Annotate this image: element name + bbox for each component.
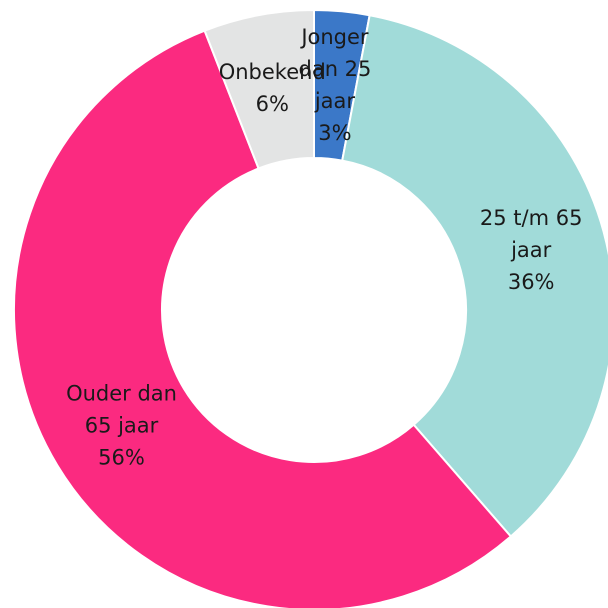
donut-slice: [203, 8, 315, 170]
slice-label: Onbekend: [219, 60, 326, 84]
slice-label-line: Ouder dan: [66, 382, 177, 406]
donut-slice: [13, 29, 513, 608]
slice-label-line: jaar: [510, 238, 552, 262]
donut-slice: [341, 14, 608, 538]
slice-label-line: 25 t/m 65: [480, 206, 583, 230]
slice-label-line: 65 jaar: [85, 414, 159, 438]
slice-value-label: 6%: [256, 92, 289, 116]
slice-label-line: dan 25: [299, 57, 372, 81]
slice-label-line: Onbekend: [219, 60, 326, 84]
slice-label: Ouder dan 65 jaar: [66, 382, 177, 438]
slice-value-label: 3%: [318, 121, 351, 145]
slice-value-label: 36%: [508, 270, 555, 294]
slice-label: 25 t/m 65 jaar: [480, 206, 583, 262]
slice-label-line: jaar: [314, 89, 356, 113]
slice-label: Jonger dan 25 jaar: [299, 25, 372, 113]
slice-label-line: Jonger: [299, 25, 369, 49]
slice-value-label: 56%: [98, 446, 145, 470]
